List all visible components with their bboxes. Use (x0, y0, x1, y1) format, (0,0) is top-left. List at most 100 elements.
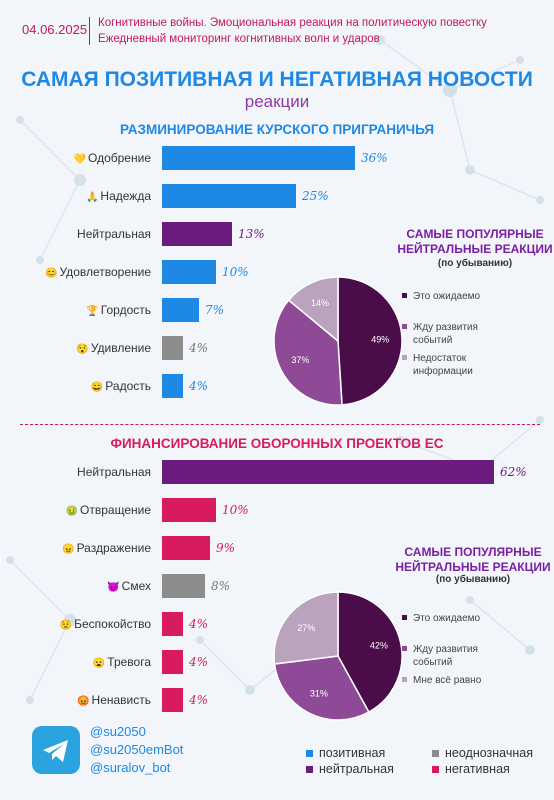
bar-value-label: 8% (211, 579, 231, 593)
pie-slice (273, 591, 339, 665)
pie-legend-item: Недостаток информации (402, 352, 513, 378)
pie-value-label: 27% (297, 623, 315, 633)
bar (162, 498, 216, 522)
header-divider (89, 17, 90, 45)
category-label: 😠 Раздражение (62, 541, 151, 555)
legend-swatch (402, 354, 407, 360)
pie-value-label: 42% (370, 640, 388, 650)
category-label: 😡 Ненависть (77, 693, 151, 707)
emoji-icon: 😯 (76, 344, 89, 355)
section-1-title: РАЗМИНИРОВАНИЕ КУРСКОГО ПРИГРАНИЧЬЯ (119, 122, 435, 137)
emoji-icon: 😟 (59, 620, 73, 631)
pie-slice (287, 276, 339, 343)
category-label: 😈 Смех (107, 579, 151, 593)
legend-positive: позитивная (306, 746, 385, 760)
header-line-2: Ежедневный мониторинг когнитивных волн и… (98, 33, 380, 45)
emoji-icon: 💛 (73, 154, 87, 165)
legend-neutral: нейтральная (306, 762, 394, 776)
emoji-icon: 😄 (90, 382, 104, 393)
bar (162, 184, 296, 208)
legend-swatch (306, 766, 313, 774)
emoji-icon: 😦 (92, 658, 106, 669)
section-divider (20, 424, 540, 425)
legend-swatch (402, 614, 407, 620)
category-label: Нейтральная (77, 227, 151, 241)
pie-2-title: САМЫЕ ПОПУЛЯРНЫЕ НЕЙТРАЛЬНЫЕ РЕАКЦИИ (395, 545, 551, 574)
emoji-icon: 🏆 (86, 306, 99, 317)
bar-value-label: 13% (238, 227, 265, 241)
bar-value-label: 4% (189, 655, 209, 669)
handle-link[interactable]: @su2050emBot (90, 742, 184, 757)
bar (162, 336, 183, 360)
legend-swatch (402, 323, 407, 329)
handle-link[interactable]: @su2050 (90, 724, 146, 739)
bar-value-label: 4% (189, 617, 209, 631)
category-label: 💛 Одобрение (73, 151, 151, 165)
pie-legend-item: Это ожидаемо (402, 290, 513, 303)
category-label: 😄 Радость (90, 379, 151, 393)
bar (162, 374, 183, 398)
telegram-icon[interactable] (32, 726, 80, 774)
bar (162, 260, 216, 284)
report-date: 04.06.2025 (22, 22, 88, 37)
bar (162, 612, 183, 636)
section-2-title: ФИНАНСИРОВАНИЕ ОБОРОННЫХ ПРОЕКТОВ ЕС (110, 436, 444, 451)
emoji-icon: 🤢 (65, 506, 79, 517)
bar (162, 574, 205, 598)
pie-value-label: 14% (311, 298, 329, 308)
category-label: 🤢 Отвращение (65, 503, 151, 517)
handle-link[interactable]: @suralov_bot (90, 760, 171, 775)
emoji-icon: 🙏 (85, 192, 99, 203)
page-subtitle: реакции (244, 92, 310, 111)
pie-slice (337, 591, 403, 714)
legend-ambiguous: неоднозначная (432, 746, 533, 760)
bar-value-label: 10% (222, 503, 249, 517)
category-label: Нейтральная (77, 465, 151, 479)
bar (162, 688, 183, 712)
legend-swatch (432, 766, 439, 774)
legend-swatch (306, 750, 313, 758)
emoji-icon: 😠 (62, 544, 75, 555)
pie-legend-item: Жду развития событий (402, 321, 513, 347)
emoji-icon: 😊 (45, 268, 58, 279)
bar (162, 298, 199, 322)
category-label: 😊 Удовлетворение (45, 265, 151, 279)
legend-swatch (402, 645, 407, 651)
legend-label: позитивная (319, 746, 386, 760)
bar (162, 146, 355, 170)
pie-legend-item: Это ожидаемо (402, 612, 513, 625)
pie-legend-item: Жду развития событий (402, 643, 513, 669)
legend-label: негативная (445, 762, 510, 776)
legend-negative: негативная (432, 762, 510, 776)
category-label: 😦 Тревога (92, 655, 151, 669)
bar (162, 460, 494, 484)
pie-value-label: 49% (371, 335, 389, 345)
bar-value-label: 36% (361, 151, 388, 165)
legend-swatch (432, 750, 439, 758)
pie-slice (337, 276, 403, 406)
legend-label: неоднозначная (445, 746, 533, 760)
pie-1-title: САМЫЕ ПОПУЛЯРНЫЕ НЕЙТРАЛЬНЫЕ РЕАКЦИИ (397, 227, 553, 256)
pie-value-label: 31% (310, 689, 328, 699)
bar-value-label: 9% (216, 541, 236, 555)
emoji-icon: 😈 (107, 582, 120, 593)
category-label: 🙏 Надежда (85, 189, 151, 203)
pie-slice (273, 299, 343, 406)
category-label: 😯 Удивление (76, 341, 151, 355)
page-title: САМАЯ ПОЗИТИВНАЯ И НЕГАТИВНАЯ НОВОСТИ (21, 68, 533, 91)
bar (162, 536, 210, 560)
header-line-1: Когнитивные войны. Эмоциональная реакция… (98, 17, 487, 29)
category-label: 🏆 Гордость (86, 303, 151, 317)
emoji-icon: 😡 (77, 696, 90, 707)
bar-value-label: 62% (500, 465, 527, 479)
legend-swatch (402, 676, 407, 682)
bar-value-label: 7% (205, 303, 225, 317)
category-label: 😟 Беспокойство (59, 617, 151, 631)
bar-value-label: 4% (189, 693, 209, 707)
pie-legend-item: Мне всё равно (402, 674, 513, 687)
bar (162, 222, 232, 246)
legend-label: нейтральная (319, 762, 394, 776)
bar-value-label: 4% (189, 379, 209, 393)
pie-slice (273, 655, 370, 721)
